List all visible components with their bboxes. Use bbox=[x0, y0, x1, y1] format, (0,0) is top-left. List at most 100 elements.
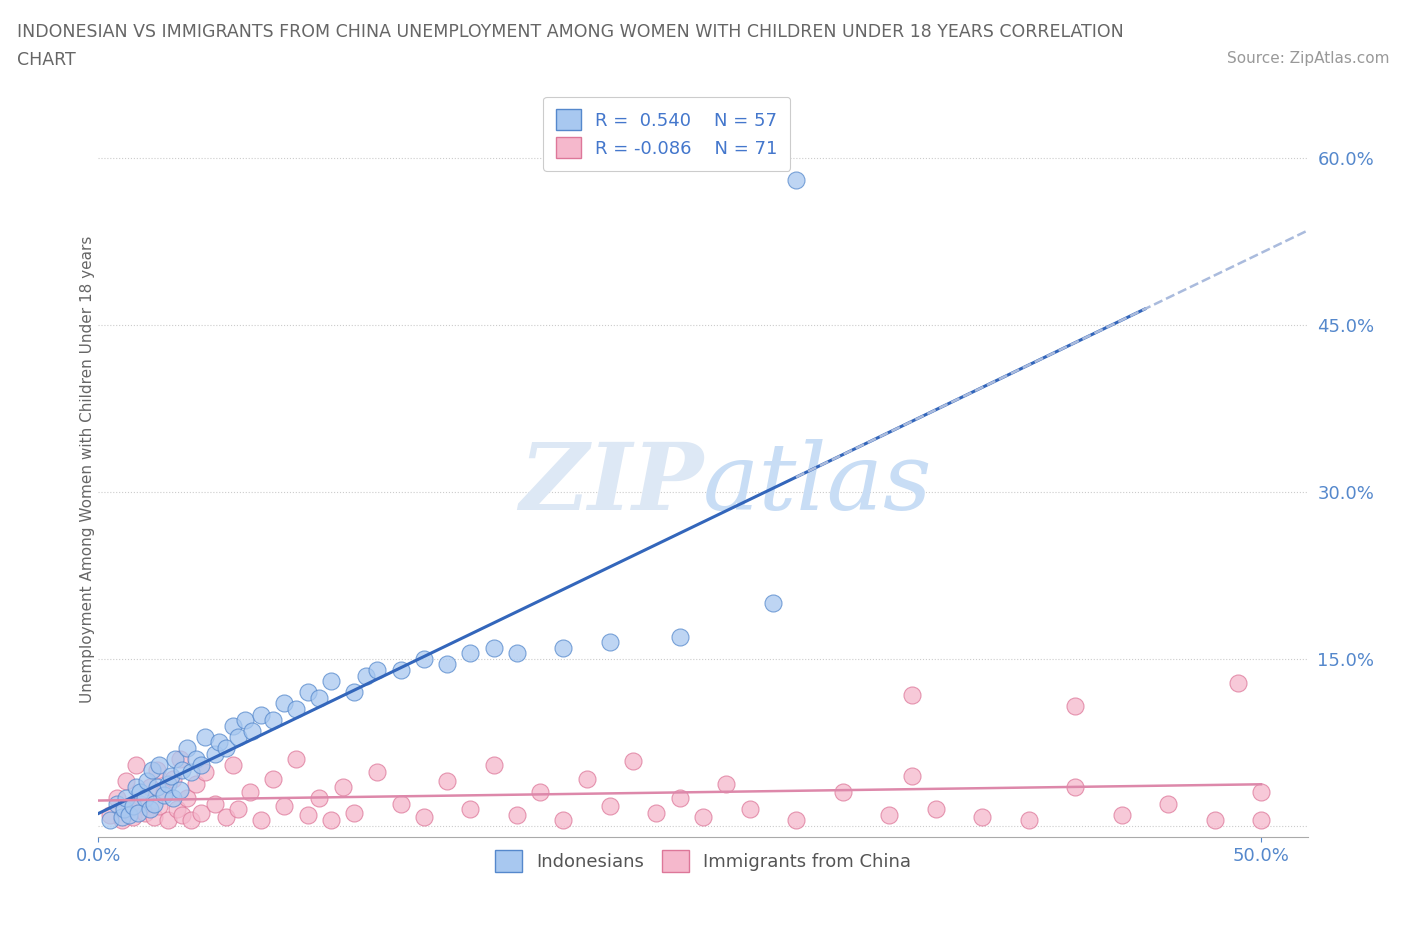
Point bbox=[118, 807, 141, 822]
Point bbox=[1018, 813, 1040, 828]
Point bbox=[215, 740, 238, 755]
Point bbox=[176, 740, 198, 755]
Point bbox=[924, 802, 946, 817]
Text: Source: ZipAtlas.com: Source: ZipAtlas.com bbox=[1226, 51, 1389, 66]
Point bbox=[319, 673, 342, 688]
Point bbox=[308, 790, 330, 805]
Point bbox=[115, 790, 138, 805]
Point bbox=[169, 751, 191, 766]
Point bbox=[389, 796, 412, 811]
Point bbox=[1204, 813, 1226, 828]
Point bbox=[222, 757, 245, 772]
Point bbox=[204, 746, 226, 761]
Point bbox=[413, 809, 436, 824]
Point bbox=[273, 798, 295, 813]
Point bbox=[506, 645, 529, 660]
Legend: Indonesians, Immigrants from China: Indonesians, Immigrants from China bbox=[485, 841, 921, 881]
Point bbox=[738, 802, 761, 817]
Point bbox=[877, 807, 900, 822]
Point bbox=[194, 765, 217, 780]
Point bbox=[129, 796, 152, 811]
Point bbox=[111, 813, 134, 828]
Point bbox=[668, 790, 690, 805]
Point bbox=[970, 809, 993, 824]
Point bbox=[250, 813, 273, 828]
Point bbox=[208, 735, 231, 750]
Point bbox=[285, 751, 308, 766]
Point bbox=[668, 630, 690, 644]
Point bbox=[180, 813, 202, 828]
Point bbox=[233, 712, 256, 727]
Point bbox=[1250, 813, 1272, 828]
Point bbox=[165, 751, 187, 766]
Point bbox=[148, 757, 170, 772]
Point bbox=[297, 684, 319, 699]
Text: CHART: CHART bbox=[17, 51, 76, 69]
Point bbox=[134, 790, 156, 805]
Point bbox=[343, 805, 366, 820]
Point bbox=[134, 805, 156, 820]
Point bbox=[141, 763, 163, 777]
Point bbox=[169, 783, 191, 798]
Point bbox=[785, 173, 807, 188]
Point bbox=[115, 774, 138, 789]
Point bbox=[152, 788, 174, 803]
Point bbox=[250, 707, 273, 722]
Point bbox=[692, 809, 714, 824]
Point bbox=[436, 774, 458, 789]
Point bbox=[145, 763, 167, 777]
Point bbox=[482, 757, 505, 772]
Point bbox=[413, 651, 436, 666]
Point bbox=[332, 779, 354, 794]
Point bbox=[1064, 698, 1087, 713]
Text: INDONESIAN VS IMMIGRANTS FROM CHINA UNEMPLOYMENT AMONG WOMEN WITH CHILDREN UNDER: INDONESIAN VS IMMIGRANTS FROM CHINA UNEM… bbox=[17, 23, 1123, 41]
Point bbox=[285, 701, 308, 716]
Point bbox=[621, 754, 644, 769]
Point bbox=[460, 802, 482, 817]
Point bbox=[166, 802, 188, 817]
Point bbox=[1064, 779, 1087, 794]
Point bbox=[785, 813, 807, 828]
Point bbox=[553, 641, 575, 656]
Point bbox=[222, 718, 245, 733]
Point bbox=[157, 777, 180, 791]
Point bbox=[122, 809, 145, 824]
Point bbox=[124, 757, 146, 772]
Point bbox=[366, 662, 388, 677]
Point bbox=[273, 696, 295, 711]
Point bbox=[297, 807, 319, 822]
Point bbox=[262, 772, 284, 787]
Point bbox=[105, 796, 128, 811]
Point bbox=[1226, 676, 1249, 691]
Point bbox=[129, 785, 152, 800]
Point bbox=[436, 657, 458, 671]
Point bbox=[180, 765, 202, 780]
Point bbox=[901, 687, 924, 702]
Point bbox=[143, 796, 166, 811]
Point bbox=[239, 785, 262, 800]
Point bbox=[98, 807, 121, 822]
Point bbox=[599, 798, 621, 813]
Point bbox=[240, 724, 263, 738]
Point bbox=[118, 802, 141, 817]
Point bbox=[184, 777, 207, 791]
Point bbox=[762, 596, 785, 611]
Point bbox=[366, 765, 388, 780]
Point bbox=[105, 790, 128, 805]
Point bbox=[226, 802, 249, 817]
Y-axis label: Unemployment Among Women with Children Under 18 years: Unemployment Among Women with Children U… bbox=[80, 236, 94, 703]
Point bbox=[599, 635, 621, 650]
Point bbox=[343, 684, 366, 699]
Point bbox=[389, 662, 412, 677]
Point bbox=[215, 809, 238, 824]
Point bbox=[112, 802, 135, 817]
Point bbox=[172, 763, 194, 777]
Text: atlas: atlas bbox=[703, 439, 932, 529]
Point bbox=[111, 809, 134, 824]
Point bbox=[354, 668, 377, 683]
Point bbox=[831, 785, 853, 800]
Point bbox=[172, 807, 194, 822]
Point bbox=[138, 779, 160, 794]
Point bbox=[460, 645, 482, 660]
Point bbox=[226, 729, 249, 744]
